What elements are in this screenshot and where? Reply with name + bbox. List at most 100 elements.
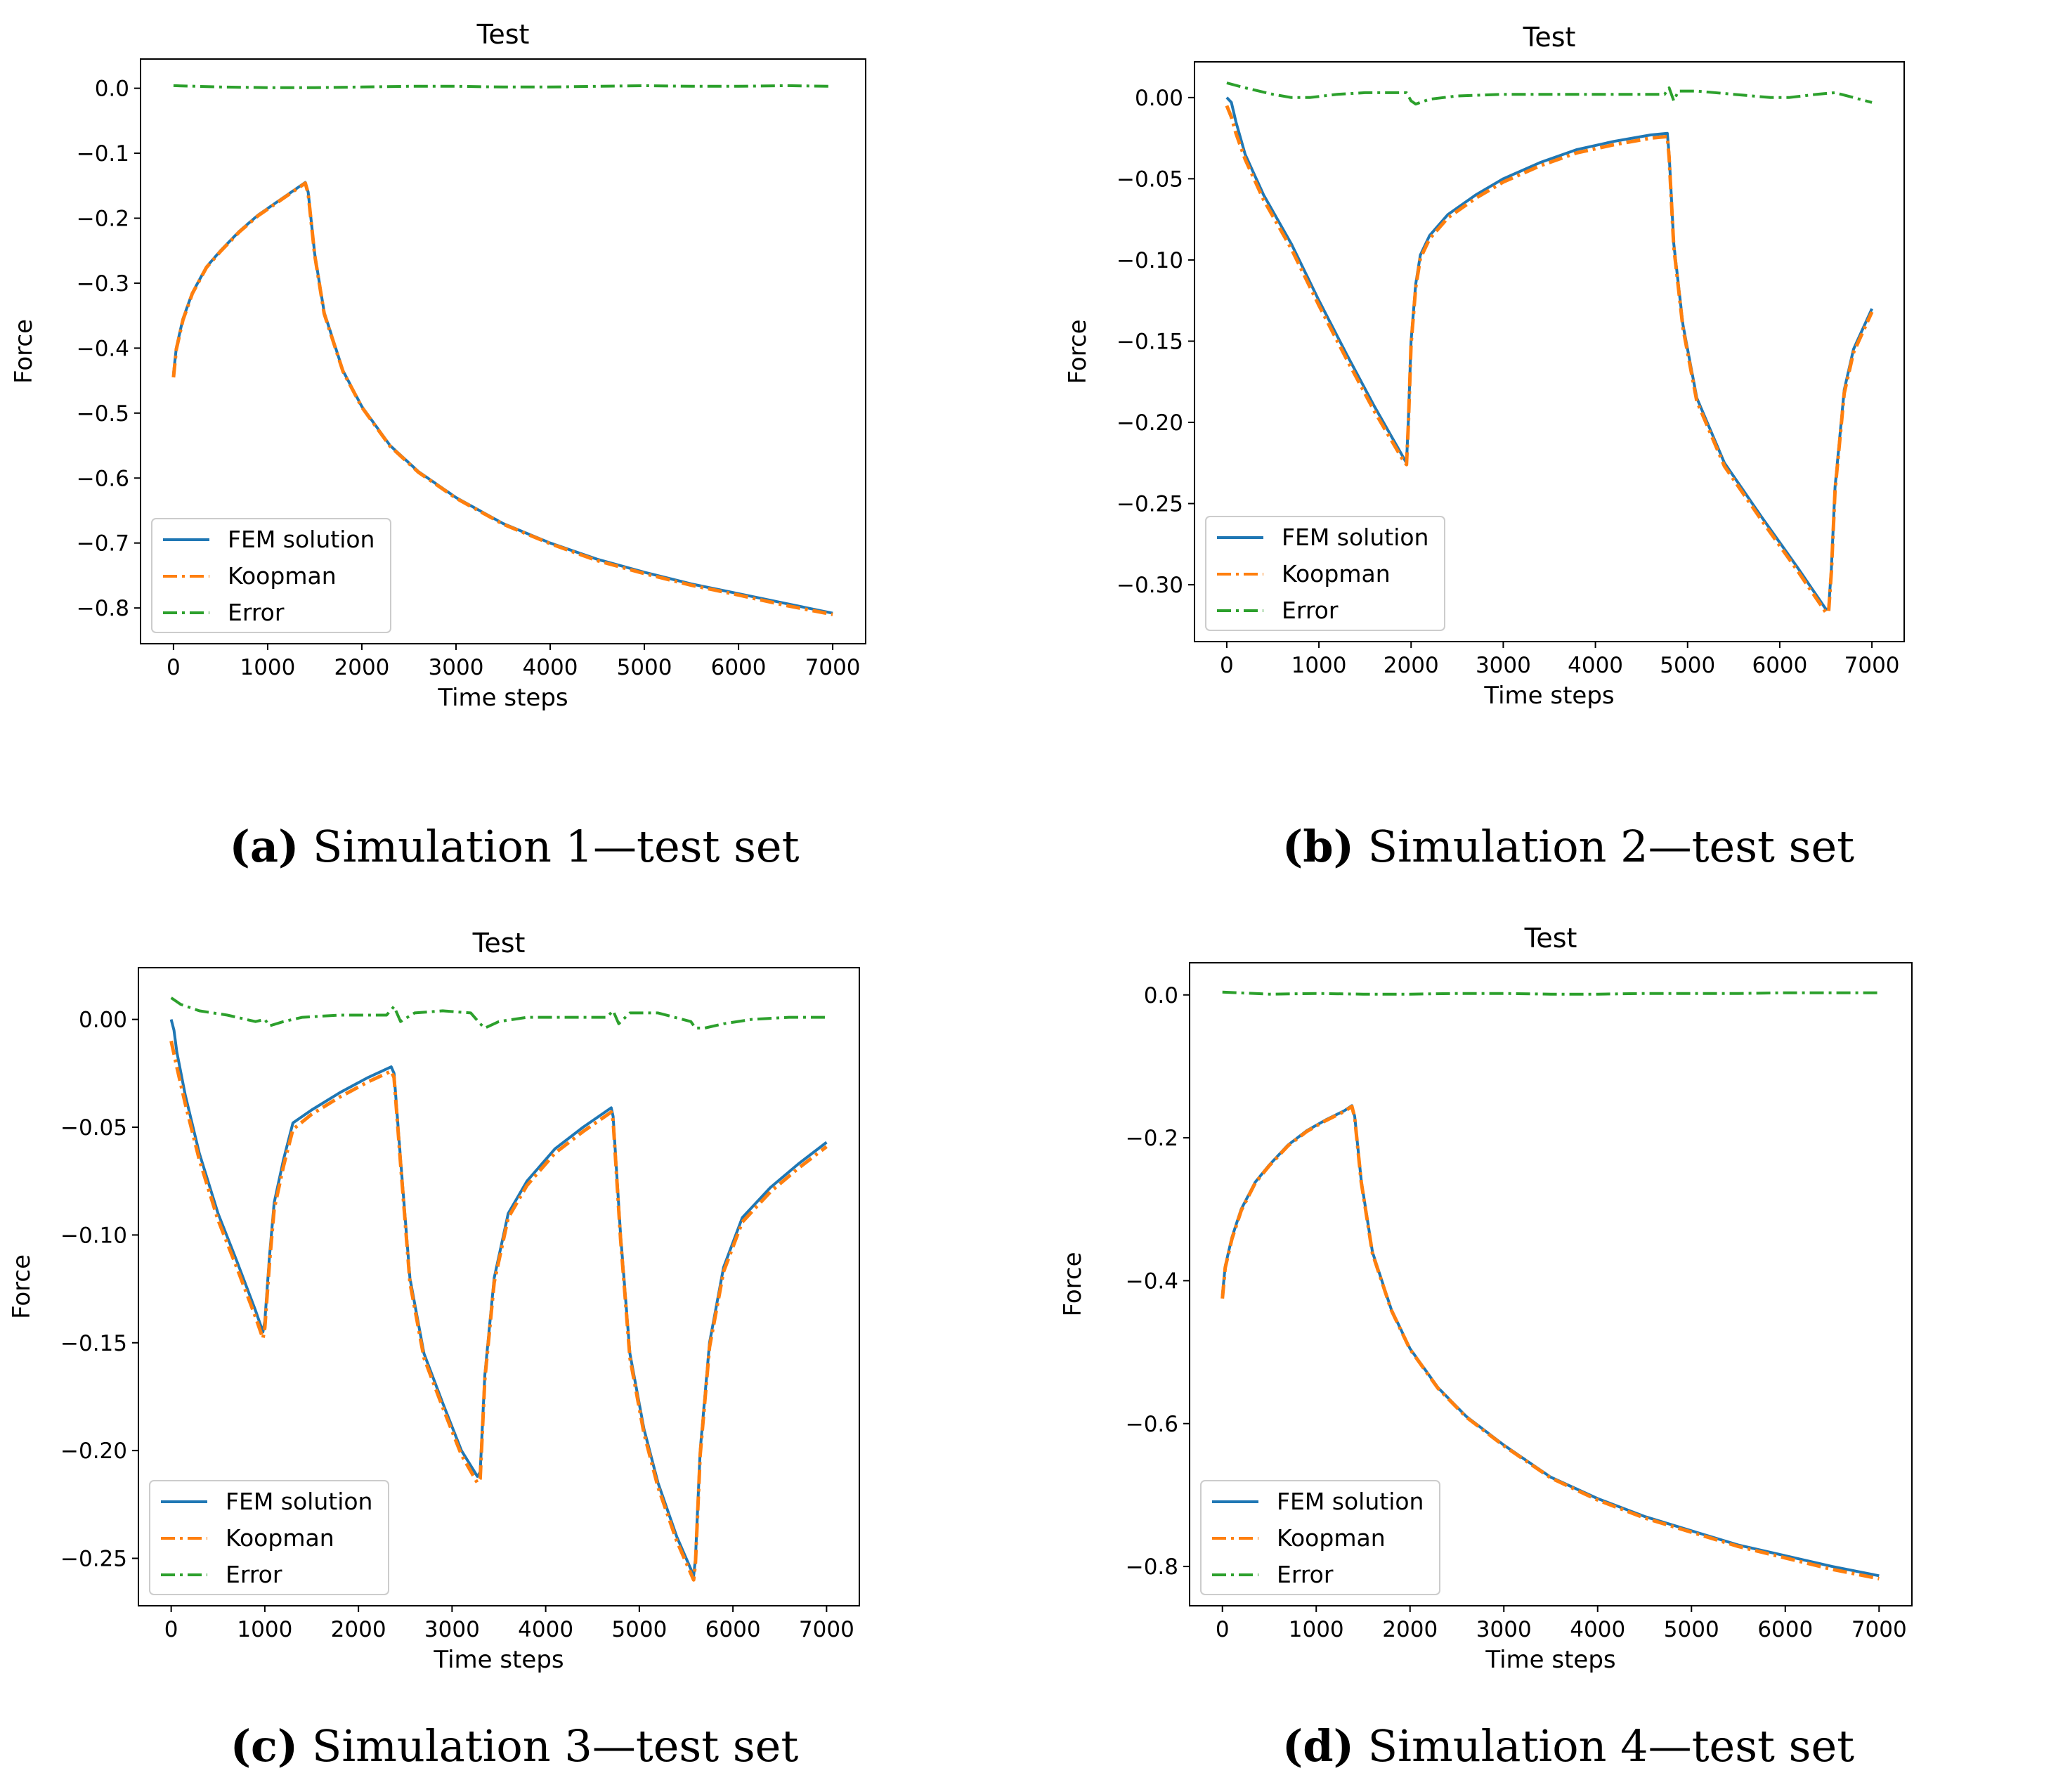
chart-panel-2: Test 0 1000 2000 3000 4000 5000 6000 7000 0.00 −0.… bbox=[1064, 22, 1905, 710]
chart-title: Test bbox=[1524, 923, 1577, 954]
y-axis-label: Force bbox=[1059, 1252, 1087, 1317]
legend-label-error: Error bbox=[1282, 597, 1339, 624]
plot-frame bbox=[1189, 962, 1913, 1606]
x-tick-label: 0 bbox=[164, 1617, 178, 1642]
y-tick-label: −0.3 bbox=[77, 271, 129, 297]
legend-box bbox=[151, 518, 391, 633]
y-tick-label: −0.10 bbox=[60, 1223, 127, 1248]
y-tick-label: 0.0 bbox=[95, 77, 129, 102]
legend: FEM solution Koopman Error bbox=[151, 518, 391, 633]
y-tick-label: −0.15 bbox=[1117, 329, 1183, 354]
y-tick-label: −0.5 bbox=[77, 401, 129, 427]
plot-frame bbox=[140, 58, 866, 644]
y-tick-label: 0.00 bbox=[1135, 86, 1183, 111]
x-tick-label: 3000 bbox=[429, 655, 484, 680]
caption-text: Simulation 1—test set bbox=[299, 821, 800, 872]
series-fem bbox=[1225, 96, 1873, 611]
series-error bbox=[1226, 82, 1873, 106]
x-tick-label: 1000 bbox=[237, 1617, 292, 1642]
plot-frame bbox=[1194, 61, 1905, 642]
y-tick-label: 0.0 bbox=[1144, 983, 1178, 1008]
y-tick-label: −0.7 bbox=[77, 531, 129, 557]
x-tick-label: 5000 bbox=[1664, 1617, 1719, 1642]
x-axis-label: Time steps bbox=[1483, 682, 1614, 710]
x-tick-label: 3000 bbox=[424, 1617, 480, 1642]
plot-frame bbox=[138, 967, 860, 1606]
x-tick-label: 7000 bbox=[805, 655, 861, 680]
x-tick-label: 5000 bbox=[617, 655, 672, 680]
x-tick-label: 6000 bbox=[705, 1617, 761, 1642]
series-error bbox=[173, 84, 833, 89]
caption-letter: (b) bbox=[1282, 821, 1354, 872]
caption-letter: (c) bbox=[230, 1720, 299, 1772]
series-error bbox=[1222, 990, 1880, 996]
legend-label-koopman: Koopman bbox=[1282, 560, 1391, 587]
y-tick-label: −0.05 bbox=[1117, 167, 1183, 192]
plot-area bbox=[171, 84, 833, 616]
x-tick-label: 2000 bbox=[1382, 1617, 1438, 1642]
y-tick-label: −0.15 bbox=[60, 1331, 127, 1356]
x-tick-label: 1000 bbox=[1291, 653, 1347, 678]
x-tick-label: 3000 bbox=[1476, 653, 1531, 678]
caption-2: (b) Simulation 2—test set bbox=[1282, 821, 1854, 872]
y-tick-label: −0.6 bbox=[1126, 1412, 1178, 1437]
series-koopman bbox=[171, 181, 833, 616]
y-tick-label: −0.20 bbox=[60, 1439, 127, 1464]
legend-label-fem: FEM solution bbox=[228, 526, 375, 553]
x-tick-label: 5000 bbox=[611, 1617, 667, 1642]
x-tick-label: 7000 bbox=[799, 1617, 854, 1642]
y-tick-label: −0.10 bbox=[1117, 248, 1183, 273]
x-tick-label: 4000 bbox=[1570, 1617, 1625, 1642]
caption-letter: (d) bbox=[1282, 1720, 1354, 1772]
x-tick-label: 4000 bbox=[523, 655, 578, 680]
x-tick-label: 4000 bbox=[1568, 653, 1623, 678]
legend-label-koopman: Koopman bbox=[226, 1524, 334, 1552]
legend-box bbox=[149, 1480, 389, 1595]
caption-letter: (a) bbox=[229, 821, 299, 872]
y-tick-label: −0.1 bbox=[77, 141, 129, 167]
x-tick-label: 2000 bbox=[1384, 653, 1439, 678]
legend-box bbox=[1200, 1480, 1440, 1595]
y-tick-label: −0.05 bbox=[60, 1115, 127, 1141]
plot-area bbox=[1220, 990, 1880, 1580]
legend-label-error: Error bbox=[226, 1561, 282, 1588]
legend-label-fem: FEM solution bbox=[1277, 1488, 1424, 1515]
legend-label-error: Error bbox=[1277, 1561, 1334, 1588]
x-axis-label: Time steps bbox=[437, 684, 568, 712]
x-axis-label: Time steps bbox=[433, 1646, 564, 1674]
series-koopman bbox=[1220, 1104, 1880, 1580]
y-tick-label: 0.00 bbox=[79, 1008, 127, 1033]
chart-title: Test bbox=[476, 19, 530, 50]
chart-panel-1: Test 0 1000 2000 3000 4000 5000 6000 7000 0.0 −0.1… bbox=[10, 19, 866, 712]
chart-title: Test bbox=[1523, 22, 1576, 53]
y-tick-label: −0.6 bbox=[77, 466, 129, 491]
x-tick-label: 3000 bbox=[1476, 1617, 1532, 1642]
x-tick-label: 1000 bbox=[1289, 1617, 1344, 1642]
chart-panel-4: Test 0 1000 2000 3000 4000 5000 6000 7000 0.0 −0.2… bbox=[1059, 923, 1913, 1674]
x-tick-label: 6000 bbox=[1757, 1617, 1813, 1642]
legend-label-koopman: Koopman bbox=[228, 562, 337, 590]
x-tick-label: 7000 bbox=[1844, 653, 1900, 678]
y-axis-label: Force bbox=[8, 1254, 36, 1319]
x-tick-label: 2000 bbox=[334, 655, 390, 680]
legend: FEM solution Koopman Error bbox=[149, 1480, 389, 1595]
caption-4: (d) Simulation 4—test set bbox=[1282, 1720, 1854, 1772]
x-tick-label: 2000 bbox=[331, 1617, 386, 1642]
x-tick-label: 6000 bbox=[1752, 653, 1807, 678]
caption-1: (a) Simulation 1—test set bbox=[230, 821, 800, 872]
y-tick-label: −0.25 bbox=[60, 1547, 127, 1572]
legend-label-error: Error bbox=[228, 599, 285, 626]
y-tick-label: −0.8 bbox=[77, 596, 129, 621]
series-error bbox=[170, 996, 827, 1030]
caption-3: (c) Simulation 3—test set bbox=[230, 1720, 799, 1772]
legend: FEM solution Koopman Error bbox=[1205, 516, 1445, 631]
series-fem bbox=[169, 1019, 828, 1578]
plot-area bbox=[1225, 82, 1874, 614]
y-tick-label: −0.2 bbox=[1126, 1126, 1178, 1151]
x-tick-label: 5000 bbox=[1660, 653, 1715, 678]
y-tick-label: −0.25 bbox=[1117, 492, 1183, 517]
series-koopman bbox=[169, 1040, 828, 1582]
y-tick-label: −0.30 bbox=[1117, 573, 1183, 598]
legend-box bbox=[1205, 516, 1445, 631]
